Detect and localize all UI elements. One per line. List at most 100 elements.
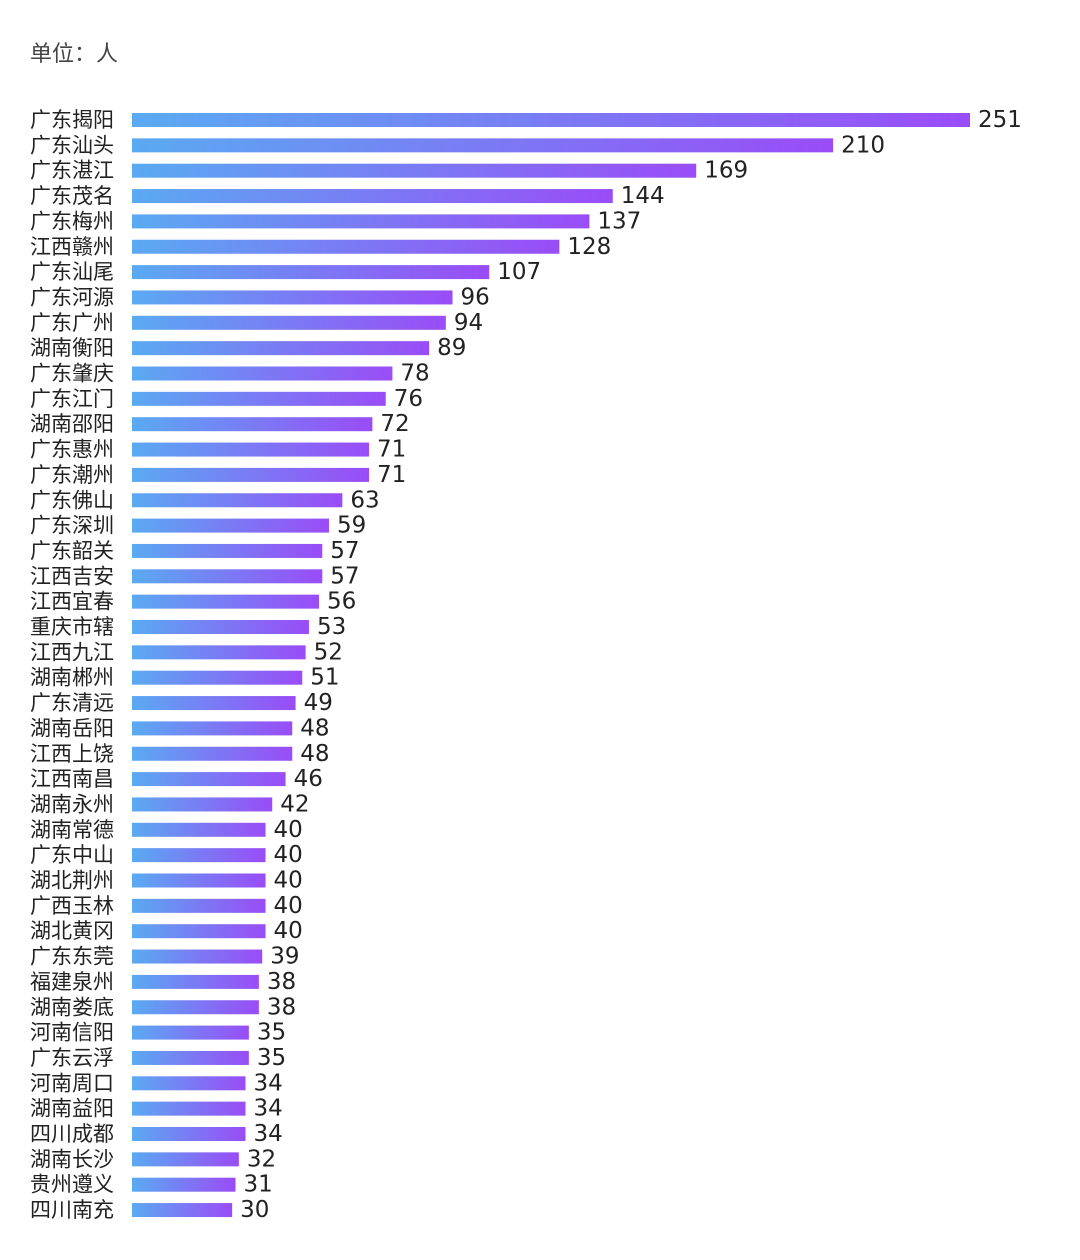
bar [132,1203,233,1218]
bar [132,543,323,558]
bar [132,696,296,711]
category-label: 湖北荆州 [30,869,114,893]
data-label: 34 [254,1096,283,1122]
category-label: 广东汕头 [30,133,114,157]
bar [132,290,453,305]
bar [132,873,266,888]
bar [132,163,697,178]
category-label: 广东惠州 [30,438,114,462]
category-label: 江西上饶 [30,742,114,766]
category-label: 河南信阳 [30,1021,114,1045]
unit-label: 单位：人 [30,42,119,67]
bar [132,746,293,761]
category-label: 湖南永州 [30,792,114,816]
category-label: 四川成都 [30,1122,114,1146]
category-label: 广东佛山 [30,488,114,512]
category-label: 江西九江 [30,640,114,664]
bar [132,1101,246,1116]
category-label: 湖南郴州 [30,666,114,690]
category-label: 广东河源 [30,285,114,309]
category-label: 湖南益阳 [30,1097,114,1121]
category-label: 湖北黄冈 [30,919,114,943]
bar [132,467,370,482]
bar [132,645,306,660]
category-label: 湖南衡阳 [30,336,114,360]
category-label: 广东中山 [30,843,114,867]
bar [132,493,343,508]
category-label: 广东潮州 [30,463,114,487]
data-label: 71 [377,437,406,463]
category-label: 福建泉州 [30,970,114,994]
data-label: 32 [247,1146,276,1172]
data-label: 128 [567,234,611,260]
data-label: 35 [257,1045,286,1071]
bar [132,265,490,280]
data-label: 40 [274,893,303,919]
data-label: 210 [841,132,885,158]
data-label: 38 [267,994,296,1020]
category-label: 河南周口 [30,1071,114,1095]
data-label: 63 [350,487,379,513]
bar [132,113,970,127]
bar [132,569,323,584]
data-label: 35 [257,1020,286,1046]
data-label: 94 [454,310,483,336]
data-label: 89 [437,335,466,361]
data-label: 40 [274,918,303,944]
data-label: 30 [240,1197,269,1223]
bar [132,239,560,254]
category-label: 四川南充 [30,1198,114,1222]
category-label: 广东肇庆 [30,362,114,386]
data-label: 48 [300,715,329,741]
bar [132,518,329,533]
data-label: 46 [294,766,323,792]
bar [132,1127,246,1141]
data-label: 34 [254,1121,283,1147]
category-label: 广东茂名 [30,184,114,208]
data-label: 78 [400,361,429,387]
category-label: 广东湛江 [30,159,114,183]
category-label: 贵州遵义 [30,1173,114,1197]
data-label: 57 [330,563,359,589]
data-label: 71 [377,462,406,488]
category-label: 江西南昌 [30,767,114,791]
data-label: 169 [704,158,748,184]
bar [132,822,266,837]
data-label: 137 [597,208,641,234]
category-label: 广东广州 [30,311,114,335]
bar [132,1025,249,1040]
category-label: 重庆市辖 [30,615,114,639]
data-label: 57 [330,538,359,564]
category-label: 江西吉安 [30,564,114,588]
bar [132,391,386,406]
category-label: 广东深圳 [30,514,114,538]
data-label: 53 [317,614,346,640]
data-label: 56 [327,589,356,615]
bar [132,214,590,229]
bar [132,949,263,964]
data-label: 31 [243,1172,272,1198]
data-label: 107 [497,259,541,285]
category-label: 湖南娄底 [30,995,114,1019]
category-label: 广东揭阳 [30,108,114,132]
bar [132,138,834,153]
data-label: 34 [254,1070,283,1096]
bar [132,189,613,204]
category-label: 广东东莞 [30,945,114,969]
data-label: 40 [274,868,303,894]
data-label: 42 [280,791,309,817]
data-label: 40 [274,842,303,868]
bar [132,1152,239,1167]
data-label: 49 [304,690,333,716]
category-label: 湖南邵阳 [30,412,114,436]
bar [132,670,303,685]
bar [132,417,373,432]
bar [132,442,370,457]
bar [132,1050,249,1065]
bar [132,620,309,634]
data-label: 48 [300,741,329,767]
data-label: 76 [394,386,423,412]
category-label: 江西赣州 [30,235,114,259]
bar [132,797,273,812]
